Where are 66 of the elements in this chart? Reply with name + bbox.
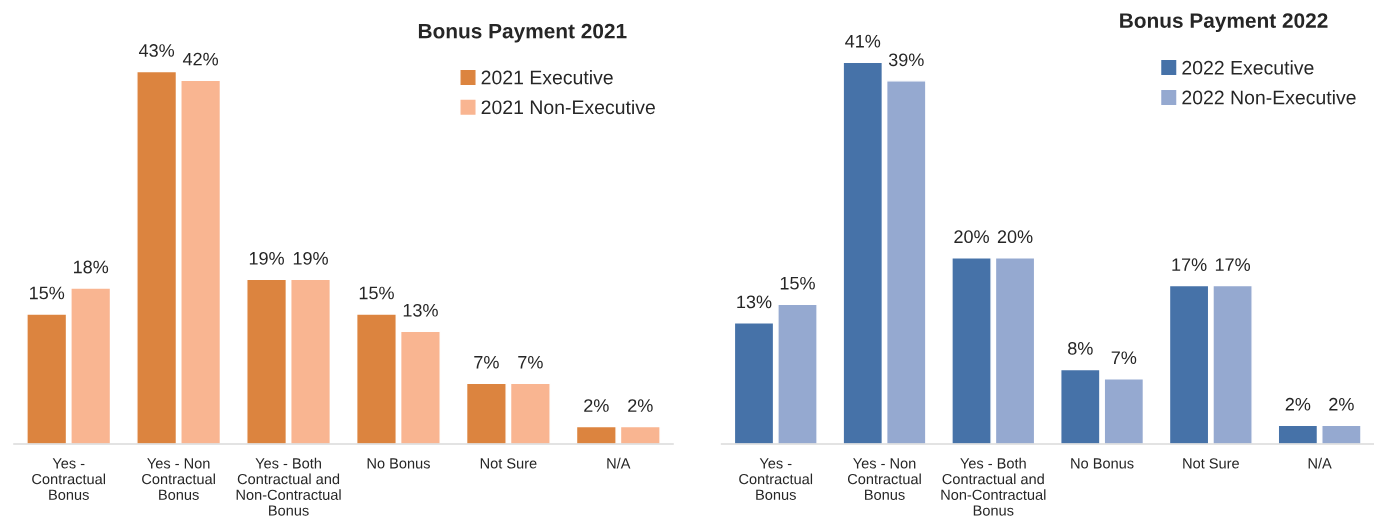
bar xyxy=(575,425,617,444)
data-label: 7% xyxy=(1111,351,1137,365)
data-label: 13% xyxy=(403,303,438,317)
bar xyxy=(1277,424,1319,444)
legend-label: 2022 Non-Executive xyxy=(1182,90,1356,105)
bar xyxy=(246,278,288,444)
x-tick-label: Not Sure xyxy=(1183,458,1239,469)
bar xyxy=(733,322,775,444)
data-label: 17% xyxy=(1215,258,1251,271)
data-label: 19% xyxy=(293,251,328,265)
data-label: 18% xyxy=(73,260,109,274)
data-label: 20% xyxy=(954,230,989,244)
data-label: 43% xyxy=(138,44,175,57)
x-tick-label: N/A xyxy=(1308,457,1332,469)
data-label: 7% xyxy=(518,355,543,369)
bar xyxy=(994,257,1036,444)
bar xyxy=(777,303,818,444)
data-label: 42% xyxy=(182,52,219,66)
bar xyxy=(399,330,441,444)
data-label: 2% xyxy=(1285,397,1311,411)
data-label: 15% xyxy=(780,276,815,290)
x-tick-label: No Bonus xyxy=(1071,458,1134,469)
data-label: 7% xyxy=(474,355,499,369)
data-label: 41% xyxy=(845,34,881,48)
data-label: 13% xyxy=(737,295,772,309)
bar xyxy=(26,313,68,444)
bar xyxy=(180,79,222,444)
data-label: 2% xyxy=(1329,397,1354,411)
x-tick-label: Yes - Non Contractual Bonus xyxy=(142,458,215,500)
bar xyxy=(509,382,551,444)
bar xyxy=(290,278,332,444)
data-label: 8% xyxy=(1068,342,1093,355)
data-label: 2% xyxy=(628,399,653,412)
bar xyxy=(619,425,661,444)
x-tick-label: Yes - Both Contractual and Non-Contractual Bonus xyxy=(236,457,341,516)
bar xyxy=(136,70,178,444)
x-tick-label: No Bonus xyxy=(367,458,430,469)
bar xyxy=(465,382,507,444)
bar xyxy=(1168,284,1210,444)
x-tick-label: Not Sure xyxy=(480,458,537,469)
data-label: 15% xyxy=(359,286,394,300)
legend-label: 2021 Executive xyxy=(481,70,613,85)
legend-label: 2022 Executive xyxy=(1182,60,1314,75)
bar xyxy=(885,80,927,444)
data-label: 20% xyxy=(997,230,1033,244)
bar xyxy=(951,257,992,444)
x-tick-label: Yes - Both Contractual and Non-Contractual Bonus xyxy=(941,457,1046,516)
legend-label: 2021 Non-Executive xyxy=(481,99,655,115)
bar xyxy=(1321,424,1362,444)
x-tick-label: Yes - Contractual Bonus xyxy=(739,458,813,500)
data-label: 17% xyxy=(1172,258,1207,271)
x-tick-label: N/A xyxy=(607,457,631,469)
data-label: 39% xyxy=(888,53,924,67)
data-label: 19% xyxy=(249,251,284,265)
chart-title: Bonus Payment 2022 xyxy=(1120,13,1328,33)
data-label: 15% xyxy=(30,286,65,300)
data-label: 2% xyxy=(584,399,609,412)
bar xyxy=(355,313,397,444)
bar xyxy=(1212,284,1253,444)
bar xyxy=(842,61,884,444)
bar xyxy=(70,287,112,444)
bar xyxy=(1103,378,1145,444)
chart-title: Bonus Payment 2021 xyxy=(418,23,627,43)
bar xyxy=(1060,368,1101,444)
x-tick-label: Yes - Contractual Bonus xyxy=(32,458,106,500)
x-tick-label: Yes - Non Contractual Bonus xyxy=(847,458,921,500)
